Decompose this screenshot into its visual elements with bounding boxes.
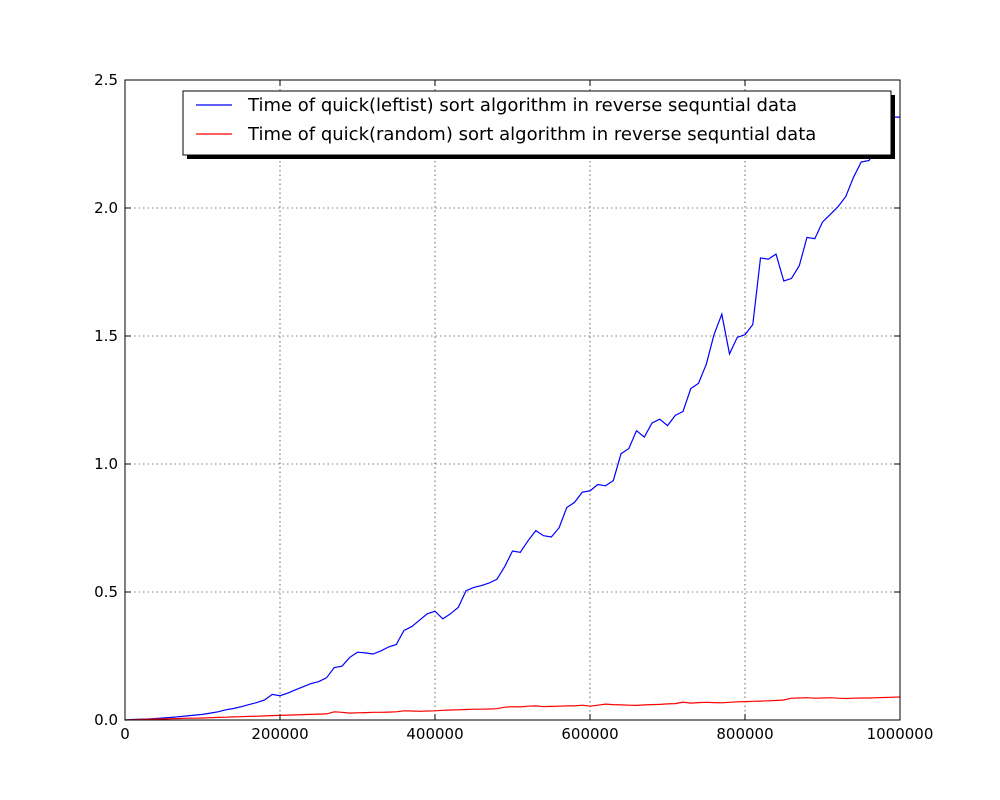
legend-label-leftist: Time of quick(leftist) sort algorithm in… [247, 95, 797, 116]
plot-frame [124, 79, 901, 721]
legend-label-random: Time of quick(random) sort algorithm in … [247, 124, 816, 145]
y-tick-label: 2.5 [94, 71, 118, 89]
grid [125, 80, 900, 720]
y-tick-label: 1.5 [94, 327, 118, 345]
y-tick-label: 0.0 [94, 711, 118, 729]
x-tick-label: 800000 [716, 725, 773, 743]
y-tick-label: 2.0 [94, 199, 118, 217]
x-tick-label: 1000000 [867, 725, 934, 743]
legend: Time of quick(leftist) sort algorithm in… [182, 90, 895, 159]
x-tick-label: 400000 [406, 725, 463, 743]
x-tick-label: 0 [120, 725, 130, 743]
x-tick-label: 200000 [251, 725, 308, 743]
series-line-random [124, 696, 901, 721]
x-tick-label: 600000 [561, 725, 618, 743]
y-tick-label: 1.0 [94, 455, 118, 473]
axis-ticks: 0 200000 400000 600000 800000 1000000 0.0 0.5 1.… [94, 71, 933, 743]
series-lines [124, 116, 901, 721]
legend-box [182, 90, 892, 156]
y-tick-label: 0.5 [94, 583, 118, 601]
series-line-leftist [124, 116, 900, 721]
